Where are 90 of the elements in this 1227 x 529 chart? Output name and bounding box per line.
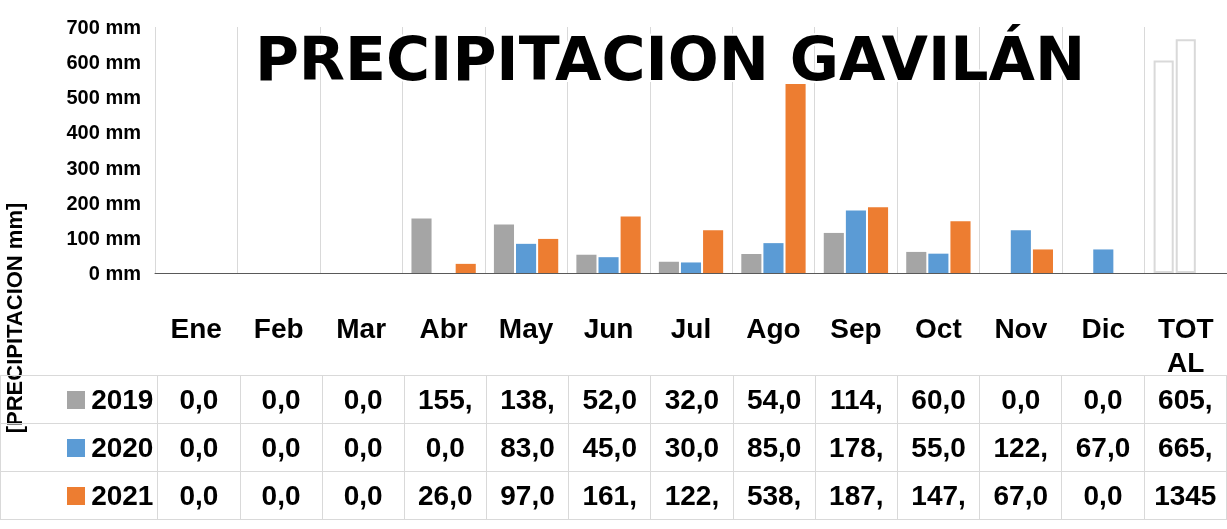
data-label: 122, <box>979 423 1062 472</box>
data-label: 161, <box>568 471 651 520</box>
y-tick-label: 700 mm <box>66 16 141 38</box>
data-label: 155, <box>404 375 487 424</box>
data-label: 0,0 <box>1061 471 1145 520</box>
x-tick-label: Sep <box>830 312 882 344</box>
bar <box>493 224 515 273</box>
x-tick-label: Ene <box>170 312 222 344</box>
bar <box>823 232 844 273</box>
data-label: 67,0 <box>979 471 1062 520</box>
x-tick-label: Dic <box>1081 312 1126 344</box>
x-tick-label: Ago <box>746 312 801 344</box>
y-tick-label: 200 mm <box>66 191 141 214</box>
data-label: 0,0 <box>157 423 240 472</box>
data-label: 0,0 <box>322 471 405 520</box>
data-label: 30,0 <box>650 423 734 472</box>
bar <box>1175 39 1196 273</box>
x-tick-label: Mar <box>336 312 387 344</box>
bar <box>867 207 889 273</box>
bar <box>845 210 866 273</box>
bar <box>1032 249 1054 273</box>
data-label: 178, <box>815 423 898 472</box>
bar <box>785 83 806 273</box>
data-label: 97,0 <box>486 471 569 520</box>
data-label: 147, <box>897 471 980 520</box>
x-tick-label: Jun <box>583 312 634 344</box>
y-tick-label: 0 mm <box>88 262 141 284</box>
data-label: 0,0 <box>240 375 323 424</box>
bar <box>680 262 702 273</box>
x-tick-label: Abr <box>419 312 468 344</box>
bar <box>1010 230 1031 273</box>
y-axis-title: [PRECIPITACION mm] <box>1 202 27 434</box>
bar <box>620 216 641 273</box>
bar <box>950 221 971 273</box>
data-label: 26,0 <box>404 471 487 520</box>
bar <box>928 253 949 273</box>
data-label: 0,0 <box>322 423 405 472</box>
data-label: 60,0 <box>897 375 980 424</box>
x-tick-label: Jul <box>670 312 712 344</box>
data-label: 54,0 <box>733 375 816 424</box>
data-label: 605, <box>1158 383 1213 415</box>
data-label: 665, <box>1144 423 1227 472</box>
bar <box>1153 60 1174 273</box>
bar <box>763 243 784 273</box>
data-label: 0,0 <box>1061 375 1145 424</box>
bar <box>741 254 762 273</box>
data-label: 85,0 <box>733 423 816 472</box>
bar <box>703 230 724 273</box>
data-label: 0,0 <box>979 375 1062 424</box>
data-label: 0,0 <box>240 471 323 520</box>
data-label: 55,0 <box>897 423 980 472</box>
data-label: 138, <box>486 375 569 424</box>
data-label: 45,0 <box>568 423 651 472</box>
y-tick-label: 400 mm <box>66 121 141 144</box>
x-tick-label: Oct <box>915 312 962 344</box>
bar <box>455 263 476 273</box>
bar <box>411 218 432 273</box>
bar <box>1093 249 1114 273</box>
legend-label: 2021 <box>0 471 158 520</box>
text: 1345 <box>1154 479 1217 511</box>
y-tick-label: 500 mm <box>66 86 141 109</box>
x-tick-label: TOTAL <box>1158 312 1214 378</box>
data-label: 538, <box>733 471 816 520</box>
chart-title: PRECIPITACION GAVILÁN <box>254 24 1086 94</box>
data-label: 0,0 <box>157 375 240 424</box>
x-tick-label: May <box>498 312 554 344</box>
bar <box>576 254 597 273</box>
y-tick-label: 600 mm <box>66 51 141 74</box>
y-tick-label: 100 mm <box>66 226 141 249</box>
bar <box>906 251 927 273</box>
data-label: 114, <box>815 375 898 424</box>
bar <box>538 238 559 273</box>
bar <box>658 261 679 273</box>
data-label: 122, <box>650 471 734 520</box>
x-tick-label: Nov <box>994 312 1048 344</box>
bar <box>516 243 537 273</box>
data-label: 83,0 <box>486 423 569 472</box>
legend-label: 2019 <box>91 383 154 415</box>
data-label: 67,0 <box>1061 423 1145 472</box>
data-label: 32,0 <box>650 375 734 424</box>
data-label: 0,0 <box>322 375 405 424</box>
data-label: 187, <box>815 471 898 520</box>
bar <box>598 257 619 273</box>
data-label: 52,0 <box>568 375 651 424</box>
data-label: 0,0 <box>404 423 487 472</box>
y-tick-label: 300 mm <box>66 156 141 179</box>
data-label: 0,0 <box>157 471 240 520</box>
data-label: 0,0 <box>240 423 323 472</box>
legend-label: 2020 <box>91 431 154 463</box>
x-tick-label: Feb <box>253 312 304 344</box>
